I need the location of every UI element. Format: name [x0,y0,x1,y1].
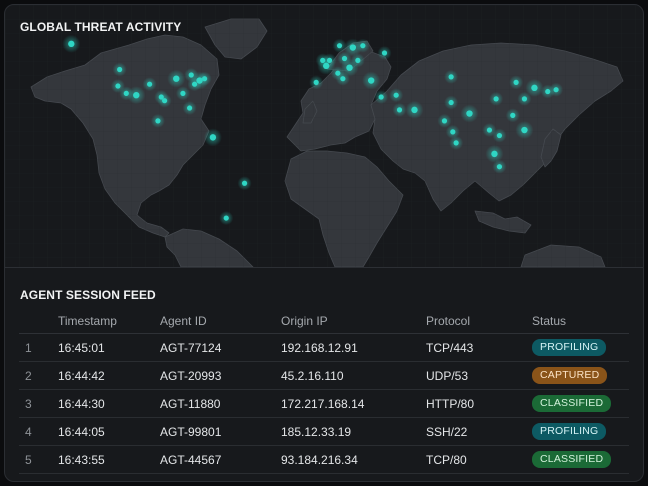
threat-hotspot[interactable] [335,71,350,86]
column-header-index [19,308,58,334]
agent-id-cell: AGT-11880 [160,389,281,418]
table-row[interactable]: 3 16:44:30 AGT-11880 172.217.168.14 HTTP… [19,389,629,418]
threat-hotspot[interactable] [392,102,407,117]
origin-ip-cell: 185.12.33.19 [281,417,426,446]
column-header-status[interactable]: Status [532,308,629,334]
row-index: 4 [19,417,58,446]
threat-hotspot[interactable] [332,38,347,53]
status-cell: CLASSIFIED [532,389,629,418]
threat-hotspot[interactable] [175,86,190,101]
agent-id-cell: AGT-20993 [160,361,281,390]
dashboard-card: GLOBAL THREAT ACTIVITY AGENT SESSION FEE… [4,4,644,482]
threat-hotspot[interactable] [150,113,165,128]
threat-hotspot[interactable] [127,86,146,105]
timestamp-cell: 16:44:42 [58,361,160,390]
row-index: 2 [19,361,58,390]
threat-hotspot[interactable] [203,128,222,147]
threat-map-panel: GLOBAL THREAT ACTIVITY [5,5,643,267]
threat-hotspot[interactable] [505,108,520,123]
threat-hotspot[interactable] [389,88,404,103]
column-header-timestamp[interactable]: Timestamp [58,308,160,334]
row-index: 3 [19,389,58,418]
threat-hotspot[interactable] [489,91,504,106]
threat-hotspot[interactable] [112,62,127,77]
map-gridlines [5,5,643,267]
table-header-row: Timestamp Agent ID Origin IP Protocol St… [19,308,629,334]
threat-hotspot[interactable] [492,159,507,174]
threat-hotspot[interactable] [62,34,81,53]
threat-hotspot[interactable] [517,91,532,106]
threat-hotspot[interactable] [157,93,172,108]
status-badge: CLASSIFIED [532,395,612,412]
threat-hotspot[interactable] [377,46,392,61]
status-badge: CAPTURED [532,367,608,384]
threat-hotspot[interactable] [219,211,234,226]
threat-hotspot[interactable] [237,176,252,191]
timestamp-cell: 16:43:55 [58,445,160,474]
threat-hotspot[interactable] [525,78,544,97]
threat-hotspot[interactable] [515,121,534,140]
origin-ip-cell: 172.217.168.14 [281,389,426,418]
threat-hotspot[interactable] [184,68,199,83]
session-feed-panel: AGENT SESSION FEED Timestamp Agent ID Or… [5,268,643,481]
timestamp-cell: 16:44:30 [58,389,160,418]
agent-id-cell: AGT-44567 [160,445,281,474]
threat-hotspot[interactable] [197,71,212,86]
threat-hotspot[interactable] [549,82,564,97]
status-cell: PROFILING [532,417,629,446]
threat-hotspot[interactable] [445,124,460,139]
threat-hotspot[interactable] [444,69,459,84]
origin-ip-cell: 93.184.216.34 [281,445,426,474]
timestamp-cell: 16:44:05 [58,417,160,446]
table-row[interactable]: 2 16:44:42 AGT-20993 45.2.16.110 UDP/53 … [19,361,629,390]
timestamp-cell: 16:45:01 [58,333,160,362]
threat-hotspot[interactable] [142,77,157,92]
protocol-cell: HTTP/80 [426,389,532,418]
threat-hotspot[interactable] [309,75,324,90]
threat-hotspot[interactable] [485,144,504,163]
agent-id-cell: AGT-99801 [160,417,281,446]
session-table: Timestamp Agent ID Origin IP Protocol St… [19,308,629,474]
status-badge: CLASSIFIED [532,451,612,468]
protocol-cell: TCP/80 [426,445,532,474]
origin-ip-cell: 45.2.16.110 [281,361,426,390]
feed-title: AGENT SESSION FEED [20,288,156,302]
status-badge: PROFILING [532,339,607,356]
protocol-cell: TCP/443 [426,333,532,362]
threat-hotspot[interactable] [492,128,507,143]
column-header-agent-id[interactable]: Agent ID [160,308,281,334]
threat-hotspot[interactable] [509,75,524,90]
protocol-cell: SSH/22 [426,417,532,446]
table-row[interactable]: 5 16:43:55 AGT-44567 93.184.216.34 TCP/8… [19,445,629,474]
origin-ip-cell: 192.168.12.91 [281,333,426,362]
threat-hotspot[interactable] [449,135,464,150]
threat-hotspot[interactable] [405,100,424,119]
world-map [5,5,643,267]
map-title: GLOBAL THREAT ACTIVITY [20,20,182,34]
threat-hotspot[interactable] [444,95,459,110]
status-cell: PROFILING [532,333,629,362]
threat-hotspot[interactable] [322,53,337,68]
hotspot-layer [62,34,564,226]
threat-hotspot[interactable] [374,90,389,105]
threat-hotspot[interactable] [355,38,370,53]
status-cell: CLASSIFIED [532,445,629,474]
threat-hotspot[interactable] [362,71,381,90]
row-index: 5 [19,445,58,474]
row-index: 1 [19,333,58,362]
threat-hotspot[interactable] [460,104,479,123]
column-header-origin-ip[interactable]: Origin IP [281,308,426,334]
threat-hotspot[interactable] [167,69,186,88]
table-row[interactable]: 4 16:44:05 AGT-99801 185.12.33.19 SSH/22… [19,417,629,446]
protocol-cell: UDP/53 [426,361,532,390]
column-header-protocol[interactable]: Protocol [426,308,532,334]
table-row[interactable]: 1 16:45:01 AGT-77124 192.168.12.91 TCP/4… [19,333,629,362]
status-cell: CAPTURED [532,361,629,390]
status-badge: PROFILING [532,423,607,440]
agent-id-cell: AGT-77124 [160,333,281,362]
threat-hotspot[interactable] [437,113,452,128]
threat-hotspot[interactable] [182,101,197,116]
section-divider [5,267,643,268]
